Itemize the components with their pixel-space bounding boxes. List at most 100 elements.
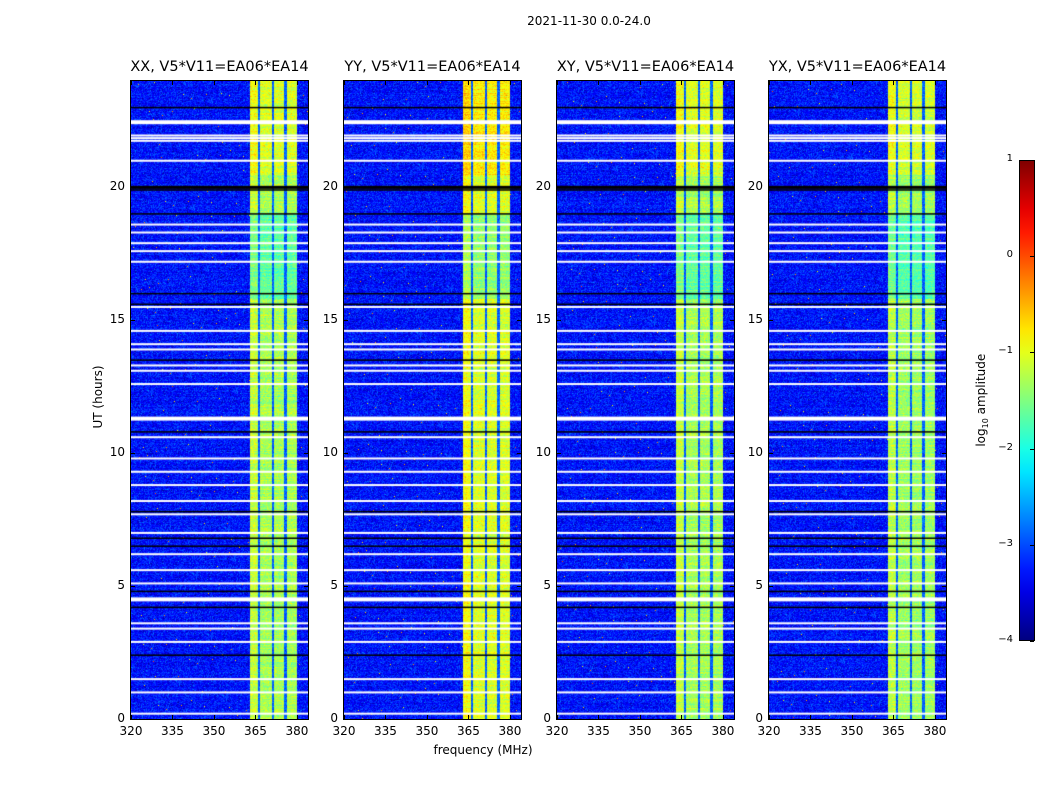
y-tick-label: 5 — [117, 578, 125, 593]
x-tick-mark — [769, 81, 770, 85]
y-tick-mark — [344, 453, 348, 455]
y-tick-mark — [942, 187, 946, 189]
y-tick-mark — [131, 586, 135, 588]
x-tick-mark — [681, 81, 683, 85]
x-tick-label: 320 — [545, 724, 569, 738]
x-tick-label: 350 — [628, 724, 652, 738]
x-tick-mark — [639, 81, 641, 85]
y-tick-mark — [769, 320, 773, 322]
heatmap-image — [344, 81, 521, 719]
y-tick-mark — [942, 719, 946, 720]
y-tick-mark — [942, 320, 946, 322]
x-tick-mark — [344, 81, 345, 85]
x-tick-label: 320 — [332, 724, 356, 738]
y-tick-label: 15 — [535, 312, 551, 327]
x-tick-mark — [426, 81, 428, 85]
x-tick-mark — [810, 81, 812, 85]
y-tick-label: 0 — [330, 711, 338, 725]
y-tick-mark — [769, 586, 773, 588]
colorbar-tick-mark — [1030, 160, 1034, 161]
x-tick-mark — [385, 81, 387, 85]
y-tick-label: 20 — [535, 179, 551, 194]
x-tick-mark — [722, 715, 724, 719]
y-tick-mark — [942, 453, 946, 455]
colorbar-tick-label: −1 — [998, 345, 1013, 357]
x-tick-mark — [344, 715, 345, 719]
y-tick-mark — [304, 320, 308, 322]
y-tick-label: 5 — [330, 578, 338, 593]
x-tick-label: 380 — [498, 724, 522, 738]
colorbar — [1019, 160, 1035, 641]
y-tick-mark — [517, 719, 521, 720]
colorbar-tick-mark — [1030, 256, 1034, 258]
y-tick-mark — [730, 719, 734, 720]
y-tick-mark — [730, 586, 734, 588]
y-tick-label: 10 — [109, 445, 125, 460]
y-tick-mark — [131, 320, 135, 322]
y-tick-label: 20 — [109, 179, 125, 194]
y-tick-mark — [769, 453, 773, 455]
x-tick-label: 365 — [670, 724, 693, 738]
x-tick-mark — [426, 715, 428, 719]
x-tick-mark — [934, 81, 936, 85]
y-tick-label: 10 — [535, 445, 551, 460]
x-tick-mark — [810, 715, 812, 719]
y-tick-mark — [517, 586, 521, 588]
x-tick-mark — [255, 715, 257, 719]
y-tick-label: 0 — [117, 711, 125, 725]
colorbar-tick-label: 0 — [1006, 249, 1013, 261]
x-tick-label: 350 — [202, 724, 226, 738]
figure-suptitle: 2021-11-30 0.0-24.0 — [527, 14, 651, 28]
y-tick-label: 20 — [747, 179, 763, 194]
colorbar-tick-mark — [1030, 544, 1034, 546]
y-tick-label: 0 — [755, 711, 763, 725]
colorbar-tick-mark — [1030, 352, 1034, 354]
x-tick-label: 365 — [882, 724, 905, 738]
x-tick-mark — [385, 715, 387, 719]
y-tick-mark — [517, 320, 521, 322]
y-tick-label: 10 — [322, 445, 338, 460]
x-tick-label: 335 — [161, 724, 184, 738]
y-tick-mark — [304, 453, 308, 455]
colorbar-label-part: 10 — [981, 418, 991, 429]
x-tick-mark — [681, 715, 683, 719]
y-tick-mark — [517, 453, 521, 455]
colorbar-label-part: amplitude — [973, 353, 988, 419]
x-tick-label: 320 — [119, 724, 143, 738]
y-tick-label: 15 — [109, 312, 125, 327]
x-tick-mark — [598, 715, 600, 719]
x-tick-mark — [893, 81, 895, 85]
x-tick-mark — [509, 715, 511, 719]
x-tick-mark — [296, 715, 298, 719]
y-tick-mark — [557, 320, 561, 322]
colorbar-label-part: log — [973, 428, 988, 447]
y-tick-mark — [769, 187, 773, 189]
y-tick-mark — [730, 453, 734, 455]
y-tick-mark — [557, 453, 561, 455]
heatmap-axes — [556, 80, 735, 720]
y-axis-label: UT (hours) — [91, 365, 105, 429]
x-tick-label: 380 — [923, 724, 947, 738]
x-tick-label: 320 — [757, 724, 781, 738]
y-tick-mark — [730, 320, 734, 322]
y-tick-mark — [131, 187, 135, 189]
x-tick-mark — [255, 81, 257, 85]
heatmap-axes — [768, 80, 947, 720]
x-tick-mark — [172, 715, 174, 719]
y-tick-mark — [131, 719, 135, 720]
colorbar-tick-label: −4 — [998, 634, 1013, 645]
x-tick-mark — [213, 715, 215, 719]
x-tick-mark — [131, 81, 132, 85]
y-tick-mark — [557, 187, 561, 189]
panel-title: YY, V5*V11=EA06*EA14 — [344, 59, 521, 75]
panel-title: YX, V5*V11=EA06*EA14 — [768, 59, 947, 75]
heatmap-axes — [343, 80, 522, 720]
y-tick-label: 15 — [322, 312, 338, 327]
x-tick-label: 350 — [415, 724, 439, 738]
heatmap-image — [557, 81, 734, 719]
y-tick-mark — [344, 586, 348, 588]
x-tick-label: 365 — [457, 724, 480, 738]
y-tick-mark — [557, 719, 561, 720]
colorbar-tick-label: −2 — [998, 441, 1013, 453]
x-tick-mark — [468, 81, 470, 85]
